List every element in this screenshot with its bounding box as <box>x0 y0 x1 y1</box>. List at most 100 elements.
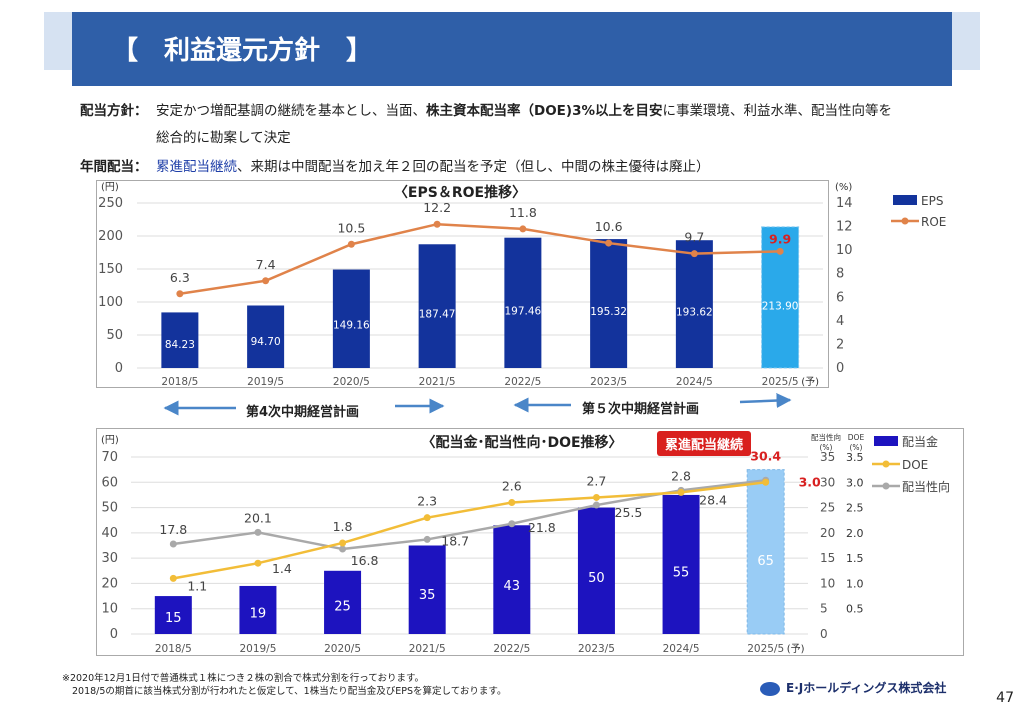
eps-forecast-mark: (予) <box>801 376 819 388</box>
eps-left-unit: (円) <box>101 182 119 193</box>
roe-right-tick: 14 <box>836 196 853 211</box>
payout-axis-tick: 20 <box>820 526 835 540</box>
doe-line <box>173 481 766 580</box>
eps-bar-label: 195.32 <box>590 306 627 318</box>
payout-axis-title: 配当性向 <box>811 432 841 442</box>
eps-left-tick: 250 <box>98 196 123 211</box>
dividend-bar <box>324 570 362 634</box>
eps-x-tick: 2021/5 <box>419 376 456 388</box>
payout-data-label: 20.1 <box>244 510 272 525</box>
annual-text-blue: 累進配当継続 <box>156 159 237 175</box>
doe-axis-tick: 3.5 <box>846 451 864 464</box>
payout-axis-tick: 0 <box>820 627 828 641</box>
dividend-chart-title: 〈配当金･配当性向･DOE推移〉 <box>421 434 622 451</box>
eps-bar <box>504 237 542 368</box>
payout-data-label: 17.8 <box>159 522 187 537</box>
roe-right-tick: 6 <box>836 290 844 305</box>
dividend-left-tick: 50 <box>101 501 118 516</box>
eps-bar <box>590 239 628 368</box>
page-title: 【 利益還元方針 】 <box>112 36 373 66</box>
eps-bar <box>332 269 370 368</box>
payout-axis-tick: 5 <box>820 602 828 616</box>
header-bar <box>72 12 952 86</box>
eps-legend-label: EPS <box>921 194 943 208</box>
doe-axis-tick: 2.0 <box>846 527 864 540</box>
eps-left-tick: 50 <box>106 328 123 343</box>
roe-point <box>433 220 441 228</box>
eps-bar <box>161 312 199 368</box>
roe-legend-marker <box>901 217 909 225</box>
dividend-left-tick: 60 <box>101 475 118 490</box>
roe-point <box>605 239 613 247</box>
policy-text-pre: 安定かつ増配基調の継続を基本とし、当面、 <box>156 103 426 119</box>
payout-legend-label: 配当性向 <box>902 479 950 494</box>
dividend-bar <box>408 545 446 634</box>
dividend-x-tick: 2025/5 <box>747 643 784 655</box>
payout-point <box>169 540 177 548</box>
payout-point <box>254 528 262 536</box>
doe-point <box>339 539 347 547</box>
payout-point <box>592 501 600 509</box>
doe-point <box>423 514 431 522</box>
dividend-bar <box>662 494 700 634</box>
doe-axis-tick: 2.5 <box>846 502 864 515</box>
doe-data-label: 2.7 <box>586 473 606 488</box>
dividend-bar <box>577 507 615 634</box>
payout-data-label: 16.8 <box>351 553 379 568</box>
eps-x-tick: 2019/5 <box>247 376 284 388</box>
dividend-left-tick: 0 <box>110 627 118 642</box>
dividend-left-unit: (円) <box>101 435 119 446</box>
doe-data-label: 2.6 <box>502 479 522 494</box>
roe-right-tick: 8 <box>836 267 844 282</box>
roe-data-label: 9.7 <box>684 230 704 245</box>
policy-text-bold: 株主資本配当率（DOE)3%以上を目安 <box>426 103 663 119</box>
annual-text: 累進配当継続、来期は中間配当を加え年２回の配当を予定（但し、中間の株主優待は廃止… <box>156 155 710 175</box>
payout-legend-marker <box>882 482 890 490</box>
dividend-forecast-mark: (予) <box>787 643 805 655</box>
roe-point <box>690 250 698 258</box>
eps-legend-swatch <box>893 195 917 205</box>
eps-bar-label: 149.16 <box>333 320 370 332</box>
doe-axis-tick: 1.0 <box>846 577 864 590</box>
dividend-x-tick: 2022/5 <box>493 643 530 655</box>
dividend-x-tick: 2023/5 <box>578 643 615 655</box>
policy-label: 配当方針： <box>80 103 148 119</box>
roe-right-tick: 12 <box>836 220 853 235</box>
dividend-legend-swatch <box>874 436 898 446</box>
eps-x-tick: 2024/5 <box>676 376 713 388</box>
dividend-bar-label: 55 <box>673 565 690 580</box>
doe-point <box>508 499 516 507</box>
roe-data-label: 10.5 <box>337 220 365 235</box>
doe-axis-tick: 0.5 <box>846 603 864 616</box>
doe-axis-tick: 1.5 <box>846 552 864 565</box>
roe-legend-label: ROE <box>921 215 946 229</box>
page-number: 47 <box>996 690 1014 706</box>
dividend-bar-label: 19 <box>250 606 267 621</box>
eps-x-tick: 2023/5 <box>590 376 627 388</box>
dividend-x-tick: 2020/5 <box>324 643 361 655</box>
payout-axis-unit: (%) <box>820 443 833 452</box>
doe-point <box>254 559 262 567</box>
doe-data-label: 3.0 <box>799 474 821 489</box>
roe-point <box>347 240 355 248</box>
roe-right-unit: (%) <box>835 182 852 193</box>
dividend-bar <box>239 585 277 634</box>
eps-bar-label: 187.47 <box>419 308 456 320</box>
eps-bar <box>247 305 285 368</box>
eps-bar-label: 213.90 <box>762 300 799 312</box>
dividend-bar <box>154 596 192 634</box>
dividend-x-tick: 2024/5 <box>663 643 700 655</box>
eps-bar <box>418 244 456 368</box>
dividend-left-tick: 30 <box>101 551 118 566</box>
payout-axis-tick: 15 <box>820 551 835 565</box>
dividend-legend-label: 配当金 <box>902 434 938 449</box>
eps-chart-title: 〈EPS＆ROE推移〉 <box>394 184 526 201</box>
payout-data-label: 28.4 <box>699 492 727 507</box>
plan4-label: 第4次中期経営計画 <box>246 405 360 420</box>
policy-text-post: に事業環境、利益水準、配当性向等を <box>662 103 893 119</box>
doe-axis-unit: (%) <box>850 443 863 452</box>
roe-right-tick: 10 <box>836 243 853 258</box>
dividend-left-tick: 20 <box>101 576 118 591</box>
roe-point <box>262 277 270 285</box>
dividend-bar-label: 65 <box>757 554 774 569</box>
